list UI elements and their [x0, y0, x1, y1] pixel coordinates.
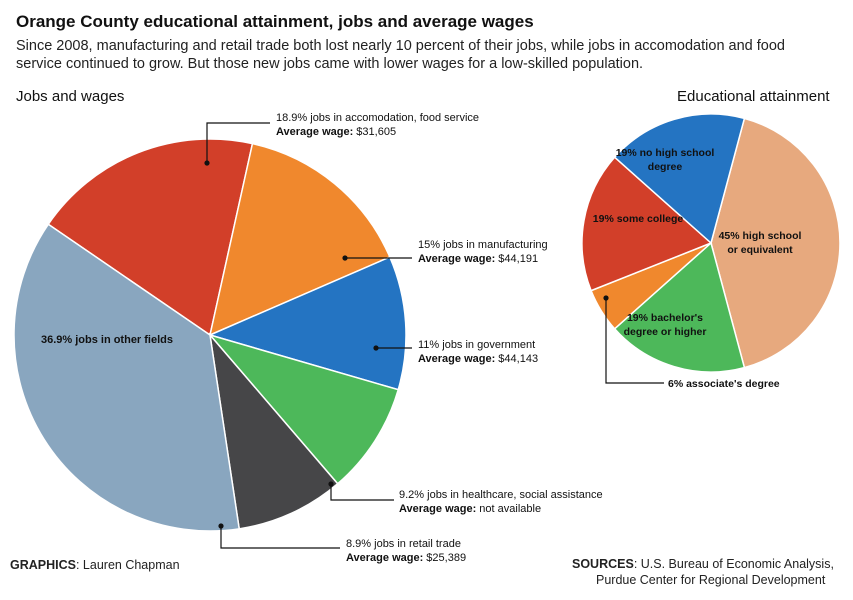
edu-slice-45-high-school-or-equivalent: [710, 117, 841, 369]
callout-dot: [603, 295, 609, 301]
callout-wage: Average wage: $25,389: [346, 552, 466, 564]
jobs-slice-11-jobs-in-government: [207, 256, 407, 391]
jobs-pie-title: Jobs and wages: [16, 88, 125, 105]
callout-leader-line: [220, 526, 340, 549]
jobs-callout-8-9-jobs-in-retail-trade: 8.9% jobs in retail trade Average wage: $…: [218, 523, 466, 564]
callout-wage: Average wage: $31,605: [276, 126, 396, 138]
callout-wage: Average wage: $44,191: [418, 253, 538, 265]
callout-leader-line: [605, 298, 664, 384]
callout-dot: [373, 345, 379, 351]
callout-dot: [218, 523, 224, 529]
jobs-callout-9-2-jobs-in-healthcare-social-assistance: 9.2% jobs in healthcare, social assistan…: [328, 481, 603, 515]
callout-leader-line: [330, 484, 394, 501]
edu-label-19-some-college-line-1: 19% some college: [593, 213, 684, 225]
edu-label-45-high-school-or-equivalent-line-2: or equivalent: [727, 244, 793, 256]
jobs-other-fields-label: 36.9% jobs in other fields: [41, 334, 173, 346]
callout-dot: [342, 255, 348, 261]
graphics-name: : Lauren Chapman: [75, 558, 180, 572]
education-pie-title: Educational attainment: [677, 88, 830, 105]
edu-label-19-no-high-school-degree-line-2: degree: [648, 161, 683, 173]
callout-wage: Average wage: not available: [399, 503, 541, 515]
jobs-callout-15-jobs-in-manufacturing: 15% jobs in manufacturing Average wage: $…: [342, 239, 548, 265]
callout-label: 15% jobs in manufacturing: [418, 239, 548, 251]
jobs-callout-11-jobs-in-government: 11% jobs in government Average wage: $44,…: [373, 339, 538, 365]
edu-callout-associates-degree: 6% associate's degree: [603, 295, 780, 390]
chart-title: Orange County educational attainment, jo…: [16, 12, 534, 31]
jobs-slice-15-jobs-in-manufacturing: [208, 142, 391, 337]
callout-label: 9.2% jobs in healthcare, social assistan…: [399, 489, 603, 501]
callout-dot: [204, 160, 210, 166]
callout-label: 11% jobs in government: [418, 339, 535, 351]
edu-label-19-no-high-school-degree-line-1: 19% no high school: [616, 147, 715, 159]
jobs-slice-8-9-jobs-in-retail-trade: [208, 332, 339, 530]
jobs-slice-9-2-jobs-in-healthcare-social-assistance: [207, 333, 400, 485]
chart-subtitle: Since 2008, manufacturing and retail tra…: [16, 38, 785, 72]
sources-line-2: Purdue Center for Regional Development: [596, 573, 826, 587]
sources-line-1: : U.S. Bureau of Economic Analysis,: [633, 557, 834, 571]
jobs-callout-18-9-jobs-in-accomodation-food-service: 18.9% jobs in accomodation, food service…: [204, 112, 479, 166]
sources-credit: SOURCES: U.S. Bureau of Economic Analysi…: [572, 556, 834, 588]
edu-label-19-bachelor-s-degree-or-higher-line-2: degree or higher: [624, 326, 707, 338]
callout-label: 8.9% jobs in retail trade: [346, 538, 461, 550]
edu-slice-19-bachelor-s-degree-or-higher: [613, 241, 746, 373]
callout-wage: Average wage: $44,143: [418, 353, 538, 365]
callout-dot: [328, 481, 334, 487]
jobs-slice-36-9-jobs-in-other-fields: [13, 223, 241, 532]
graphics-label: GRAPHICS: [10, 558, 76, 572]
edu-slice-19-no-high-school-degree: [613, 113, 746, 245]
jobs-slice-18-9-jobs-in-accomodation-food-service: [47, 138, 254, 337]
edu-label-19-bachelor-s-degree-or-higher-line-1: 19% bachelor's: [627, 312, 703, 324]
edu-slice-19-some-college: [581, 156, 713, 292]
callout-label: 6% associate's degree: [668, 378, 780, 390]
callout-label: 18.9% jobs in accomodation, food service: [276, 112, 479, 124]
callout-leader-line: [206, 122, 270, 163]
edu-label-45-high-school-or-equivalent-line-1: 45% high school: [719, 230, 802, 242]
sources-label: SOURCES: [572, 557, 634, 571]
graphics-credit: GRAPHICS: Lauren Chapman: [10, 557, 180, 573]
